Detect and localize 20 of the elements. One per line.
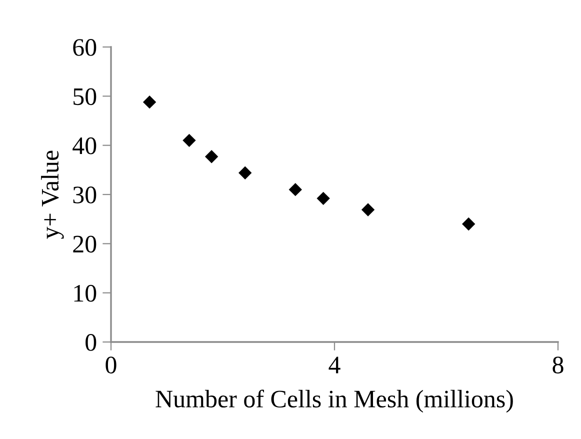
point (316, 192, 330, 206)
point (142, 95, 156, 109)
x-tick-label: 4 (328, 356, 340, 374)
point (204, 150, 218, 164)
y-tick-label: 40 (72, 137, 96, 154)
y-tick-label: 60 (73, 39, 96, 56)
x-axis-title: Number of Cells in Mesh (millions) (156, 390, 513, 413)
y-tick-label: 0 (86, 334, 96, 351)
y-tick-label: 30 (73, 186, 96, 204)
point (238, 166, 252, 180)
y-tick-label: 50 (74, 88, 96, 106)
point (462, 217, 476, 231)
y-tick-label: 20 (73, 236, 96, 253)
x-tick-label: 0 (106, 356, 116, 374)
point (288, 182, 302, 196)
point (182, 134, 196, 148)
y-axis-title: y+ Value (41, 150, 64, 239)
y-tick-label: 10 (74, 284, 96, 302)
point (361, 203, 375, 216)
x-tick-label: 8 (552, 356, 564, 374)
